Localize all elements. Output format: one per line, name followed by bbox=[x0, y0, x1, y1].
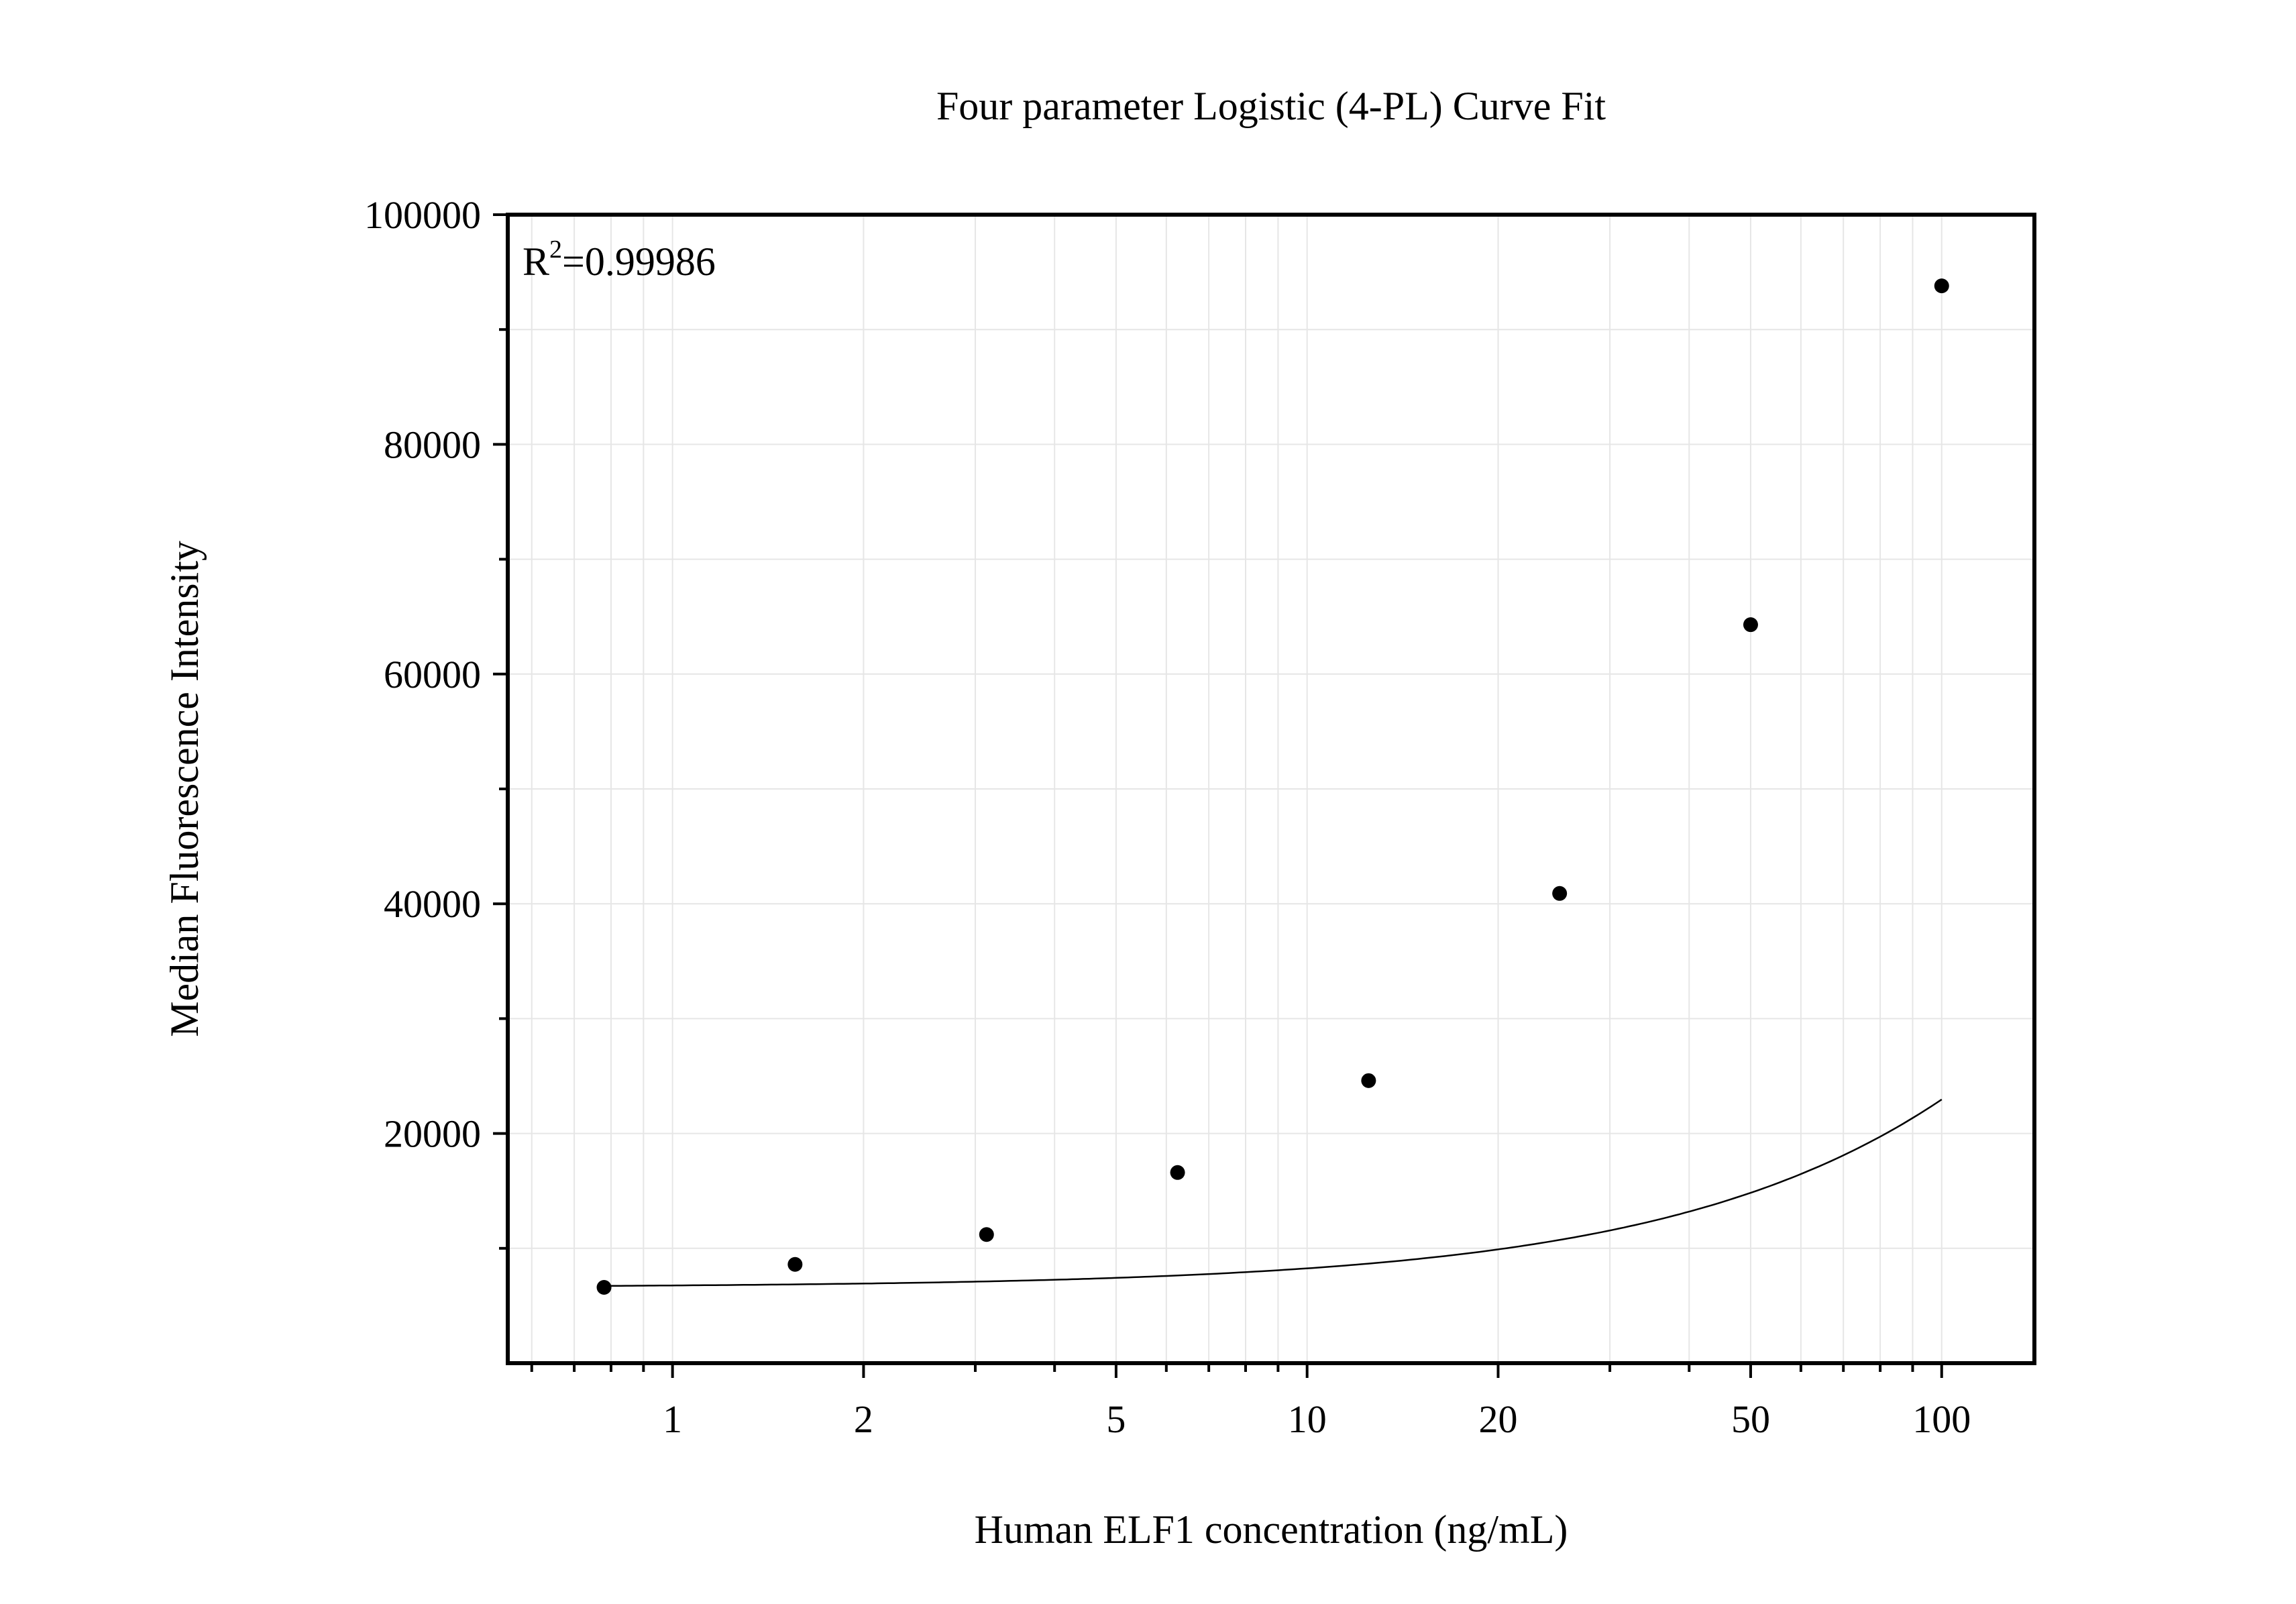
data-point bbox=[979, 1227, 994, 1242]
y-tick-label: 20000 bbox=[384, 1112, 481, 1156]
x-tick-label: 20 bbox=[1478, 1397, 1517, 1441]
data-point bbox=[1170, 1165, 1185, 1180]
fit-curve bbox=[604, 1098, 1943, 1287]
tick-labels: 1 2 5 10 20 50 100 20000 40000 60000 80000 100000 bbox=[364, 193, 1971, 1441]
y-tick-label: 60000 bbox=[384, 653, 481, 696]
y-tick-label: 40000 bbox=[384, 882, 481, 926]
r-squared-prefix: R bbox=[523, 239, 549, 284]
r-squared-value: =0.99986 bbox=[562, 239, 716, 284]
x-tick-label: 50 bbox=[1731, 1397, 1770, 1441]
plot-frame bbox=[506, 213, 2036, 1365]
r-squared-annotation: R2=0.99986 bbox=[523, 235, 716, 284]
x-tick-label: 10 bbox=[1288, 1397, 1327, 1441]
data-point bbox=[1552, 886, 1568, 901]
chart-title: Four parameter Logistic (4-PL) Curve Fit bbox=[936, 84, 1606, 128]
grid bbox=[508, 214, 2034, 1363]
data-point bbox=[787, 1257, 803, 1272]
x-tick-label: 100 bbox=[1912, 1397, 1971, 1441]
data-points bbox=[596, 278, 1949, 1295]
r-squared-superscript: 2 bbox=[549, 235, 562, 264]
x-axis-title: Human ELF1 concentration (ng/mL) bbox=[975, 1507, 1568, 1552]
y-tick-label: 80000 bbox=[384, 423, 481, 466]
data-point bbox=[596, 1280, 612, 1295]
y-axis-title: Median Fluorescence Intensity bbox=[162, 541, 207, 1037]
data-point bbox=[1361, 1073, 1376, 1088]
x-tick-label: 2 bbox=[854, 1397, 873, 1441]
y-tick-label: 100000 bbox=[364, 193, 481, 237]
data-point bbox=[1934, 278, 1949, 294]
x-tick-label: 5 bbox=[1106, 1397, 1126, 1441]
fit-curve-layer bbox=[604, 1098, 1943, 1287]
data-point bbox=[1743, 617, 1758, 633]
axis-ticks bbox=[493, 213, 1943, 1378]
x-tick-label: 1 bbox=[663, 1397, 682, 1441]
